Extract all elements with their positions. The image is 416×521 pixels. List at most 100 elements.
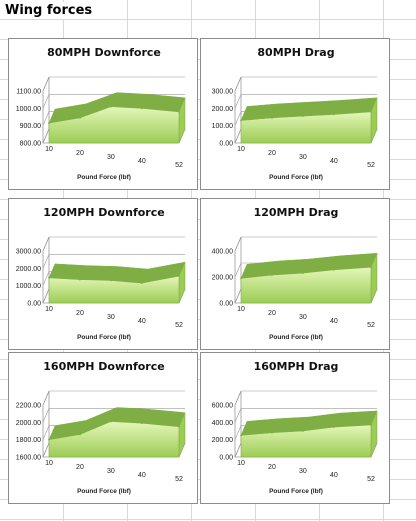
chart-title: 120MPH Downforce <box>43 206 164 219</box>
data-point <box>110 105 112 108</box>
y-tick-label: 100.00 <box>212 123 234 130</box>
chart-title: 160MPH Downforce <box>43 360 164 373</box>
x-tick-label: 20 <box>268 464 276 471</box>
y-tick-label: 1000.00 <box>16 106 41 113</box>
x-tick-label: 52 <box>367 162 375 169</box>
chart-120mph-drag[interactable]: 120MPH Drag 0.00 200.00 400.00 10 20 30 40 52 Pou… <box>200 198 390 350</box>
y-tick-label: 0.00 <box>219 455 233 462</box>
chart-160mph-drag[interactable]: 160MPH Drag 0.00 200.00 400.00 600.00 10 20 30 4… <box>200 352 390 504</box>
gridline-side <box>42 408 50 423</box>
x-tick-label: 10 <box>45 306 53 313</box>
data-point <box>370 424 372 426</box>
x-tick-label: 10 <box>45 460 53 467</box>
x-tick-label: 40 <box>138 158 146 165</box>
data-point <box>110 279 112 282</box>
gridline-side <box>234 262 242 278</box>
x-tick-label: 30 <box>107 468 115 475</box>
y-tick-label: 2200.00 <box>16 403 41 410</box>
x-tick-label: 40 <box>138 472 146 479</box>
x-axis-label: Pound Force (lbf) <box>77 334 131 341</box>
x-tick-label: 20 <box>76 464 84 471</box>
chart-title: 120MPH Drag <box>254 206 339 219</box>
data-point <box>178 110 180 113</box>
y-tick-label: 2000.00 <box>16 266 41 273</box>
x-tick-label: 30 <box>107 154 115 161</box>
y-tick-label: 200.00 <box>212 106 234 113</box>
y-tick-label: 1100.00 <box>16 89 41 96</box>
data-point <box>48 438 50 441</box>
gridline-side <box>234 390 242 406</box>
data-point <box>302 115 304 118</box>
x-tick-label: 10 <box>237 146 245 153</box>
x-tick-label: 40 <box>330 472 338 479</box>
y-tick-label: 1800.00 <box>16 437 41 444</box>
chart-120mph-downforce[interactable]: 120MPH Downforce 0.00 1000.00 2000.00 3000.0… <box>8 198 198 350</box>
data-point <box>271 116 273 119</box>
chart-title: 160MPH Drag <box>254 360 339 373</box>
gridline-side <box>234 111 242 126</box>
x-tick-label: 10 <box>237 306 245 313</box>
y-tick-label: 200.00 <box>212 275 234 282</box>
x-tick-label: 30 <box>299 154 307 161</box>
data-point <box>140 107 143 110</box>
x-tick-label: 40 <box>330 158 338 165</box>
gridline-side <box>234 76 242 92</box>
y-tick-label: 800.00 <box>20 141 42 148</box>
y-tick-label: 0.00 <box>27 301 41 308</box>
gridline-side <box>42 442 50 458</box>
gridline-side <box>42 236 50 252</box>
chart-160mph-downforce[interactable]: 160MPH Downforce 1600.00 1800.00 2000.00 220… <box>8 352 198 504</box>
area-series <box>240 266 372 304</box>
chart-80mph-drag[interactable]: 80MPH Drag 0.00 100.00 200.00 300.00 10 20 30 40… <box>200 38 390 190</box>
x-axis-label: Pound Force (lbf) <box>269 334 323 341</box>
y-tick-label: 400.00 <box>212 249 234 256</box>
y-tick-label: 3000.00 <box>16 249 41 256</box>
area-series <box>48 106 180 144</box>
x-tick-label: 10 <box>237 460 245 467</box>
gridline-side <box>234 94 242 109</box>
data-point <box>48 122 50 124</box>
data-point <box>370 266 372 269</box>
gridline-side <box>234 408 242 423</box>
gridline-side <box>234 236 242 252</box>
x-tick-label: 20 <box>268 310 276 317</box>
data-point <box>332 113 335 116</box>
chart-svg: 120MPH Downforce 0.00 1000.00 2000.00 3000.0… <box>16 206 186 341</box>
area-series <box>48 275 180 304</box>
chart-svg: 120MPH Drag 0.00 200.00 400.00 10 20 30 40 52 Pou… <box>212 206 378 341</box>
x-tick-label: 30 <box>299 468 307 475</box>
y-tick-label: 400.00 <box>212 420 234 427</box>
data-point <box>178 425 180 428</box>
data-point <box>178 275 180 278</box>
x-axis-label: Pound Force (lbf) <box>269 488 323 495</box>
gridline-side <box>42 94 50 109</box>
chart-svg: 160MPH Downforce 1600.00 1800.00 2000.00 220… <box>16 360 186 495</box>
chart-title: 80MPH Drag <box>257 46 334 59</box>
x-tick-label: 40 <box>330 318 338 325</box>
x-tick-label: 52 <box>175 322 183 329</box>
data-point <box>240 119 242 122</box>
sheet-title: Wing forces <box>4 2 99 19</box>
y-tick-label: 1000.00 <box>16 283 41 290</box>
x-axis-label: Pound Force (lbf) <box>269 174 323 181</box>
gridline-side <box>42 76 50 92</box>
chart-80mph-downforce[interactable]: 80MPH Downforce 800.00 900.00 1000.00 1100.0… <box>8 38 198 190</box>
data-point <box>79 278 81 281</box>
gridline-side <box>42 425 50 440</box>
chart-svg: 80MPH Downforce 800.00 900.00 1000.00 1100.0… <box>16 46 186 181</box>
gridline-side <box>42 390 50 406</box>
data-point <box>79 116 81 119</box>
data-point <box>271 274 273 276</box>
data-point <box>48 276 50 279</box>
y-tick-label: 200.00 <box>212 437 234 444</box>
x-tick-label: 10 <box>45 146 53 153</box>
gridline-side <box>42 128 50 144</box>
data-point <box>302 430 304 432</box>
x-tick-label: 30 <box>107 314 115 321</box>
data-point <box>240 434 242 437</box>
gridline-side <box>42 271 50 286</box>
data-point <box>271 431 273 434</box>
gridline-side <box>234 288 242 304</box>
gridline-side <box>42 288 50 304</box>
y-tick-label: 900.00 <box>20 123 42 130</box>
